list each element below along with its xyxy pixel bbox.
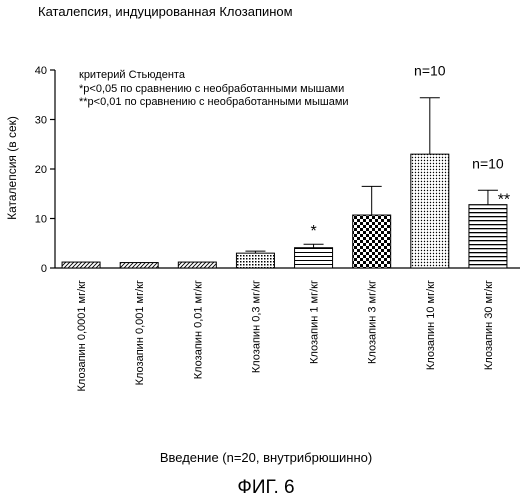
- y-axis-label: Каталепсия (в сек): [5, 116, 19, 220]
- bars: [62, 154, 507, 268]
- bar: [295, 248, 333, 268]
- figure-caption: ФИГ. 6: [237, 477, 294, 498]
- bar: [411, 154, 449, 268]
- bar-annotation: **: [498, 191, 510, 208]
- x-tick-label: Клозапин 1 мг/кг: [309, 280, 321, 364]
- y-tick-label: 20: [35, 164, 47, 176]
- x-tick-label: Клозапин 0,01 мг/кг: [192, 280, 204, 379]
- legend-note-p005: *p<0,05 по сравнению с необработанными м…: [79, 83, 344, 95]
- bar: [120, 263, 158, 268]
- chart-title: Каталепсия, индуцированная Клозапином: [38, 4, 293, 19]
- legend-note-p001: **p<0,01 по сравнению с необработанными …: [79, 96, 349, 108]
- legend-note-method: критерий Стьюдента: [79, 69, 186, 81]
- bar: [469, 205, 507, 268]
- y-axis: 0 10 20 30 40: [35, 65, 55, 275]
- x-tick-label: Клозапин 30 мг/кг: [483, 280, 495, 370]
- bar: [178, 262, 216, 268]
- y-tick-label: 0: [41, 263, 47, 275]
- y-tick-label: 40: [35, 65, 47, 77]
- x-tick-label: Клозапин 0,001 мг/кг: [134, 280, 146, 385]
- x-tick-label: Клозапин 10 мг/кг: [425, 280, 437, 370]
- bar-annotation: n=10: [414, 63, 446, 79]
- bar-annotation: *: [310, 223, 316, 240]
- legend-notes: критерий Стьюдента *p<0,05 по сравнению …: [79, 69, 349, 108]
- x-tick-label: Клозапин 0,3 мг/кг: [250, 280, 262, 373]
- bar: [62, 262, 100, 268]
- x-tick-label: Клозапин 3 мг/кг: [367, 280, 379, 364]
- bar-annotation: n=10: [472, 155, 504, 171]
- bar: [236, 253, 274, 268]
- bar: [353, 215, 391, 268]
- x-tick-label: Клозапин 0,0001 мг/кг: [76, 280, 88, 392]
- x-axis-label: Введение (n=20, внутрибрюшинно): [160, 450, 372, 465]
- y-tick-label: 30: [35, 115, 47, 127]
- x-tick-labels: Клозапин 0,0001 мг/кг Клозапин 0,001 мг/к…: [76, 280, 495, 392]
- y-tick-label: 10: [35, 214, 47, 226]
